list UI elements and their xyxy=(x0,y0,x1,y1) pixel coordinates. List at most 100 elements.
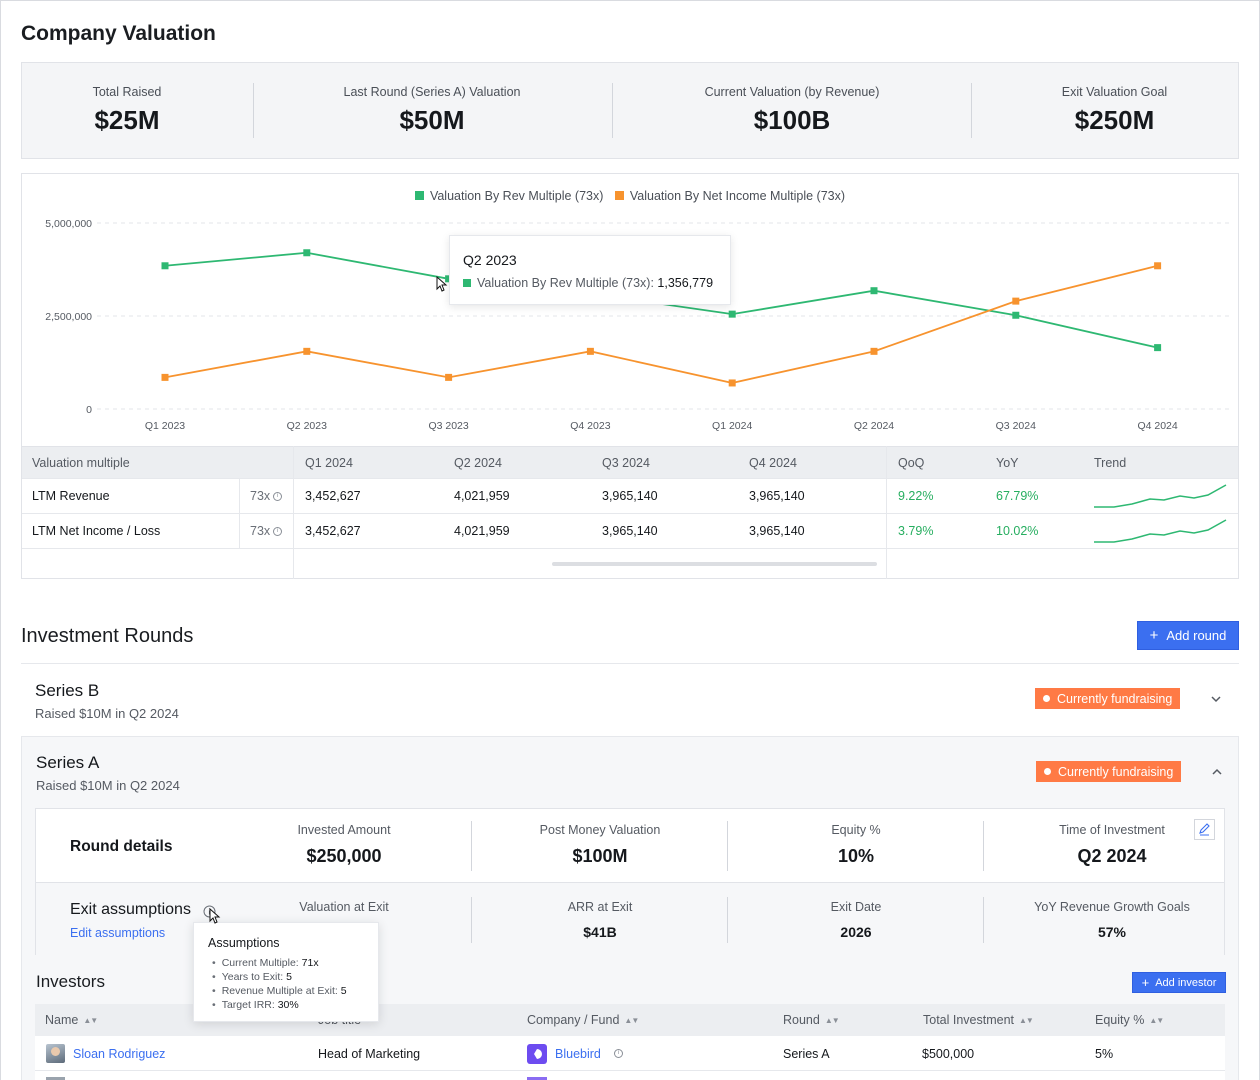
col-label: Total Investment xyxy=(923,1013,1015,1027)
plus-icon: + xyxy=(1141,975,1150,990)
series-line-1 xyxy=(164,264,1158,384)
col-name[interactable]: Name ▲▼ xyxy=(45,1013,98,1027)
col-equity[interactable]: Equity % ▲▼ xyxy=(1095,1013,1164,1027)
kpi-total-raised: Total Raised $25M xyxy=(32,63,222,158)
value-q3: 3,965,140 xyxy=(602,524,658,538)
round-name: Series B xyxy=(35,681,100,700)
company-link[interactable]: Bluebird xyxy=(555,1047,601,1061)
kpi-value: $250M xyxy=(1074,105,1155,135)
info-icon[interactable]: i xyxy=(614,1049,623,1058)
detail-label: Post Money Valuation xyxy=(539,823,661,837)
round-name: Series A xyxy=(36,753,100,772)
x-tick-label: Q4 2024 xyxy=(1137,420,1177,432)
col-qoq: QoQ xyxy=(898,455,925,470)
detail-value: 57% xyxy=(1097,924,1127,940)
sort-icon: ▲▼ xyxy=(824,1016,840,1025)
add-investor-label: Add investor xyxy=(1155,976,1217,989)
assumption-value: 5 xyxy=(286,971,292,983)
exit-date: Exit Date 2026 xyxy=(748,900,964,940)
investor-equity: 5% xyxy=(1095,1047,1114,1061)
column-divider xyxy=(293,446,294,579)
line-chart: 5,000,000 2,500,000 0 Q1 2023 Q2 2023 Q3 2023… xyxy=(45,218,1232,432)
x-tick-label: Q3 2024 xyxy=(996,420,1036,432)
exit-assumptions-label: Exit assumptions xyxy=(70,901,191,918)
popover-title: Assumptions xyxy=(208,936,280,950)
multiple-value: 73x xyxy=(250,489,271,503)
data-point xyxy=(586,347,594,355)
column-divider xyxy=(239,479,240,549)
round-subtitle: Raised $10M in Q2 2024 xyxy=(36,778,180,793)
tooltip-value: 1,356,779 xyxy=(657,276,714,290)
detail-value: Q2 2024 xyxy=(1077,846,1147,866)
legend-item-net[interactable]: Valuation By Net Income Multiple (73x) xyxy=(614,189,845,203)
horizontal-scrollbar[interactable] xyxy=(552,562,877,566)
detail-label: Time of Investment xyxy=(1059,823,1165,837)
investor-name-link[interactable]: Sloan Rodriguez xyxy=(73,1047,166,1061)
data-point xyxy=(728,379,736,387)
multiple-cell: 73x i xyxy=(250,479,283,513)
detail-label: Exit Date xyxy=(830,900,882,914)
multiple-cell: 73x i xyxy=(250,514,283,548)
col-total-investment[interactable]: Total Investment ▲▼ xyxy=(923,1013,1034,1027)
assumption-label: Years to Exit: xyxy=(221,971,284,983)
y-tick-label: 0 xyxy=(86,404,92,416)
x-tick-label: Q4 2023 xyxy=(570,420,610,432)
kpi-value: $25M xyxy=(94,105,160,135)
add-round-button[interactable]: + Add round xyxy=(1137,621,1239,650)
assumption-value: 30% xyxy=(277,999,299,1011)
info-icon[interactable]: i xyxy=(273,526,283,536)
status-dot-icon xyxy=(1044,768,1051,775)
chevron-down-icon[interactable] xyxy=(1210,693,1222,705)
add-investor-button[interactable]: + Add investor xyxy=(1132,972,1226,993)
data-point xyxy=(445,373,453,381)
data-point xyxy=(303,347,311,355)
valuation-at-exit: Valuation at Exit xyxy=(236,900,452,924)
col-round[interactable]: Round ▲▼ xyxy=(783,1013,840,1027)
round-subtitle: Raised $10M in Q2 2024 xyxy=(35,706,179,721)
col-q1: Q1 2024 xyxy=(305,455,353,470)
edit-assumptions-link[interactable]: Edit assumptions xyxy=(70,926,166,940)
data-point xyxy=(161,262,169,270)
time-of-investment: Time of Investment Q2 2024 xyxy=(1004,823,1220,867)
data-point xyxy=(1154,344,1162,352)
value-q2: 4,021,959 xyxy=(454,489,510,503)
detail-divider xyxy=(471,821,472,871)
data-point xyxy=(870,347,878,355)
row-name: LTM Net Income / Loss xyxy=(32,524,161,538)
status-dot-icon xyxy=(1043,695,1050,702)
assumption-label: Target IRR: xyxy=(221,999,275,1011)
round-details-row: Round details Invested Amount $250,000 P… xyxy=(36,809,1224,883)
col-yoy: YoY xyxy=(996,455,1019,470)
legend-item-rev[interactable]: Valuation By Rev Multiple (73x) xyxy=(414,189,603,203)
company-logo-icon xyxy=(527,1044,547,1064)
avatar xyxy=(46,1077,65,1080)
column-divider xyxy=(886,446,887,579)
col-q4: Q4 2024 xyxy=(749,455,797,470)
col-valuation-multiple: Valuation multiple xyxy=(32,455,130,470)
arr-at-exit: ARR at Exit $41B xyxy=(492,900,708,940)
detail-divider xyxy=(471,897,472,943)
chart-legend: Valuation By Rev Multiple (73x) Valuatio… xyxy=(22,189,1238,203)
kpi-label: Total Raised xyxy=(92,85,162,99)
value-q2: 4,021,959 xyxy=(454,524,510,538)
assumption-value: 71x xyxy=(301,957,319,969)
kpi-value: $50M xyxy=(399,105,465,135)
detail-value: $250,000 xyxy=(306,846,382,866)
value-yoy: 67.79% xyxy=(996,489,1039,503)
plus-icon: + xyxy=(1149,627,1159,644)
data-point xyxy=(161,373,169,381)
detail-value: 2026 xyxy=(840,924,872,940)
chevron-up-icon[interactable] xyxy=(1211,766,1223,778)
assumption-label: Revenue Multiple at Exit: xyxy=(221,985,338,997)
edit-round-button[interactable] xyxy=(1194,819,1215,840)
info-icon[interactable]: i xyxy=(273,491,283,501)
yoy-revenue-growth-goals: YoY Revenue Growth Goals 57% xyxy=(1004,900,1220,940)
col-q3: Q3 2024 xyxy=(602,455,650,470)
detail-divider xyxy=(727,821,728,871)
detail-value: $41B xyxy=(583,924,617,940)
data-point xyxy=(870,287,878,295)
y-tick-label: 2,500,000 xyxy=(45,311,92,323)
round-series-b[interactable]: Series B Raised $10M in Q2 2024 Currentl… xyxy=(21,663,1239,736)
col-company[interactable]: Company / Fund ▲▼ xyxy=(527,1013,639,1027)
tooltip-title: Q2 2023 xyxy=(463,252,517,268)
